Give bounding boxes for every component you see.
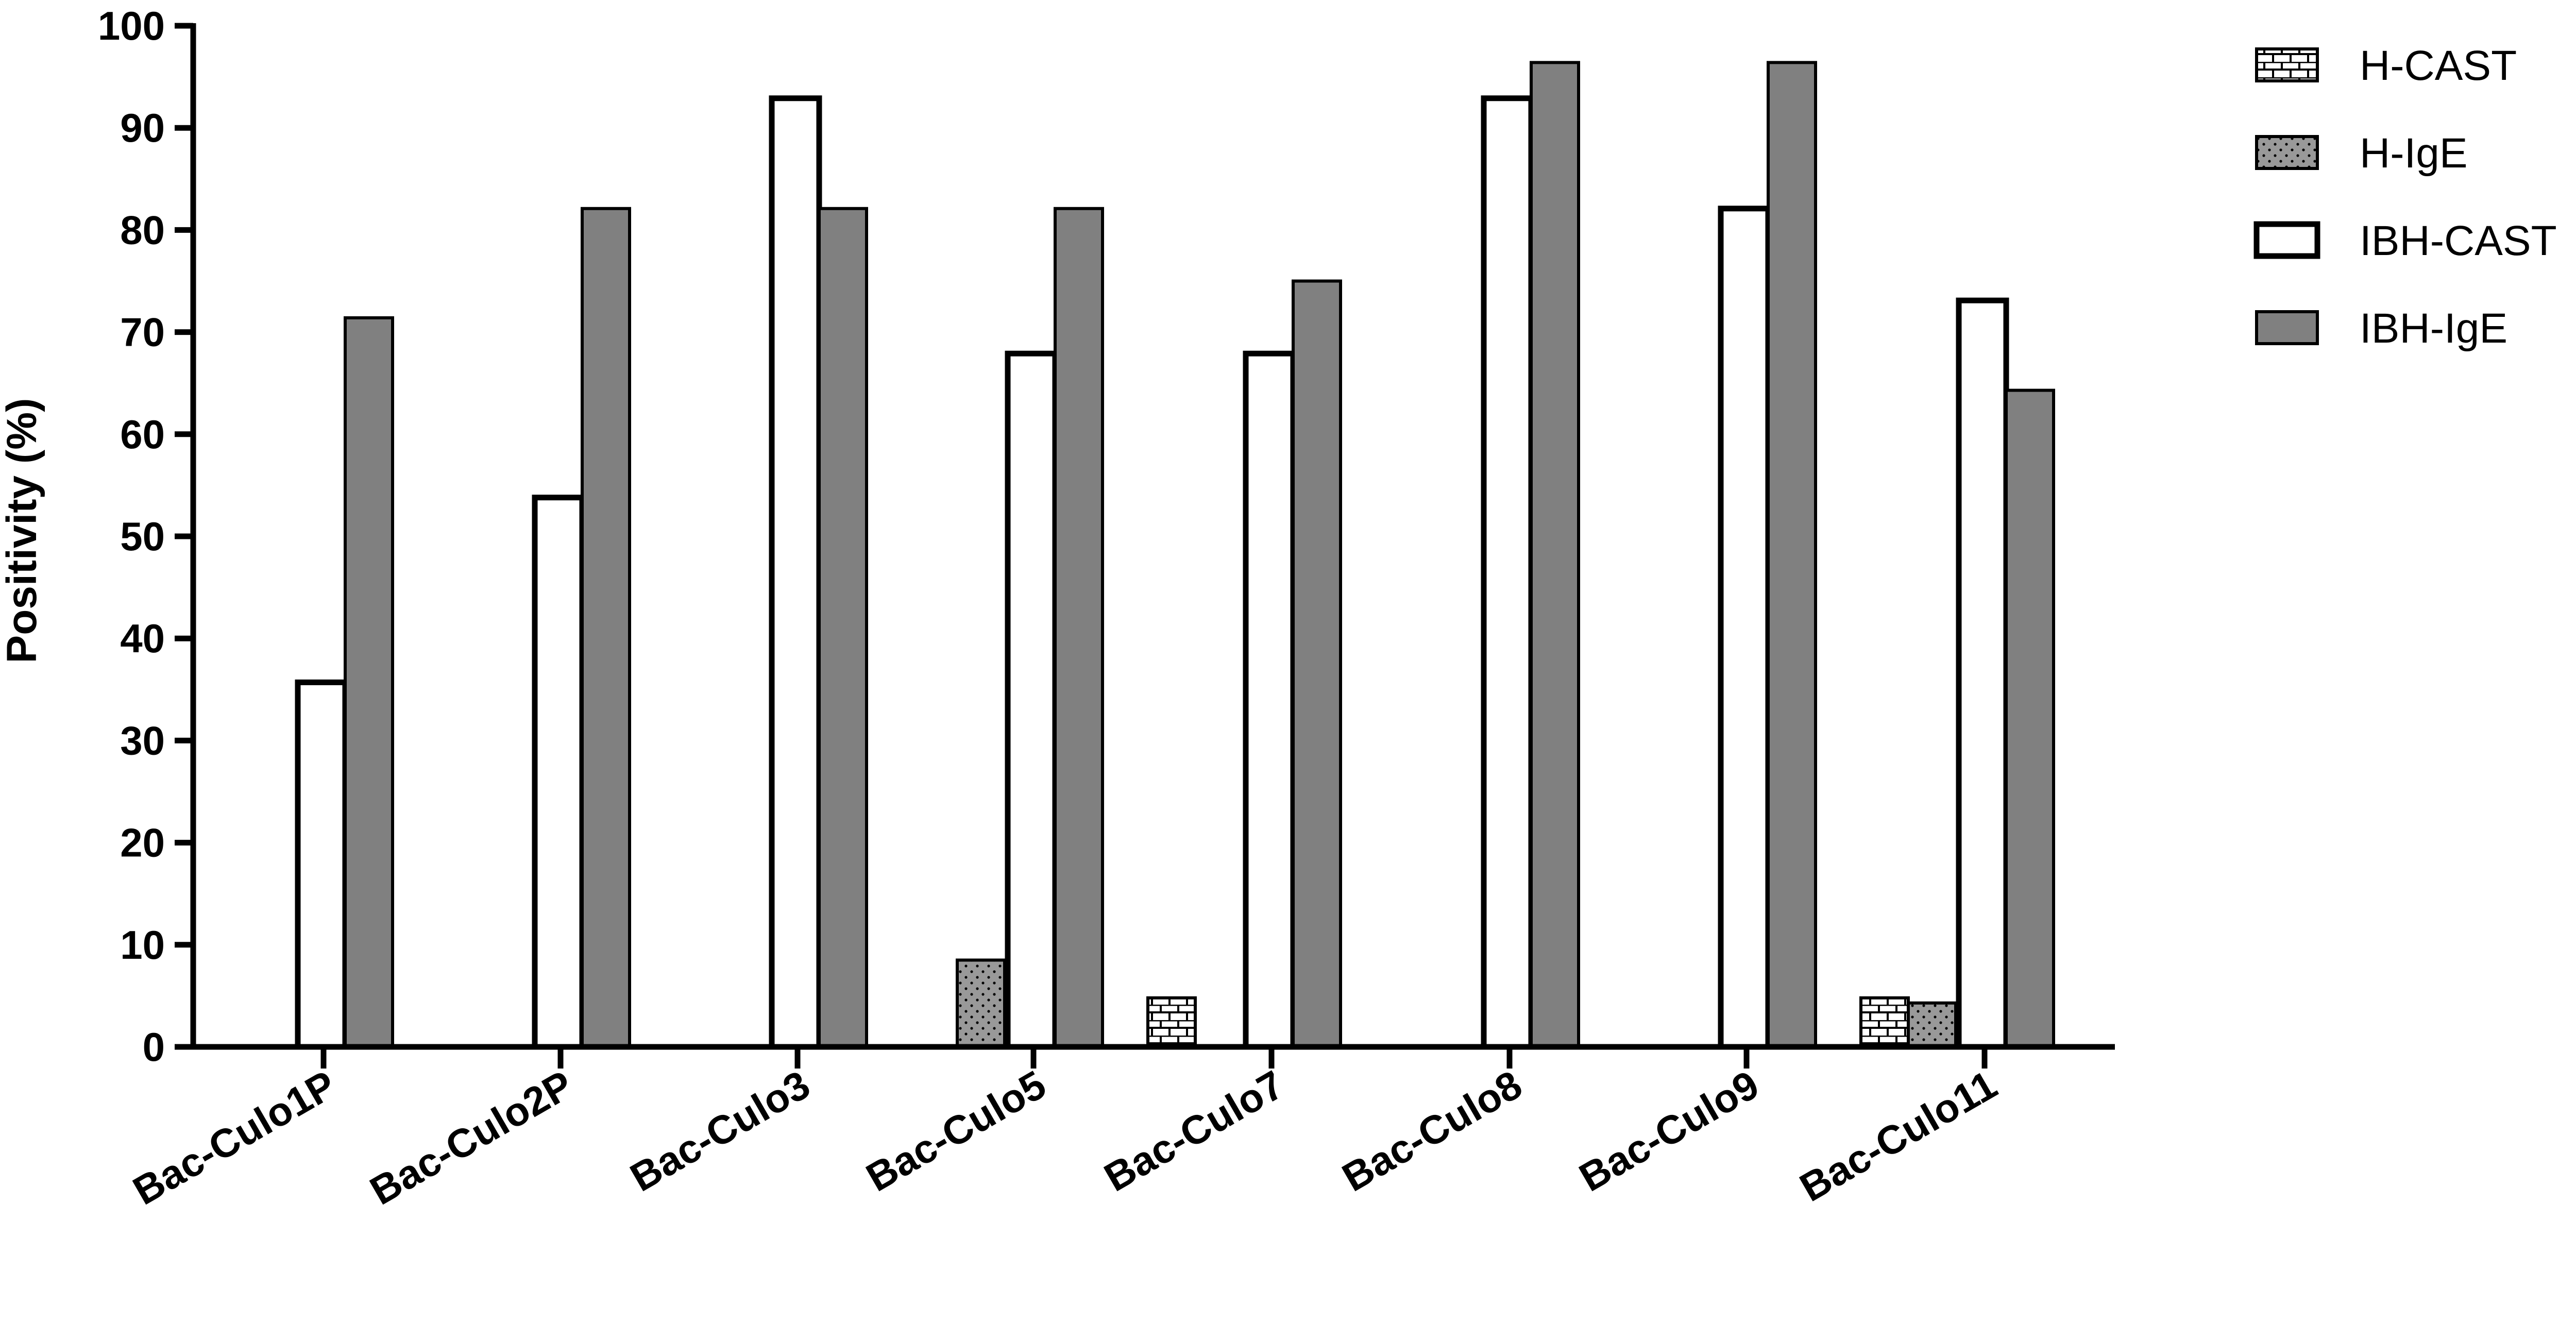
bars bbox=[295, 61, 2055, 1050]
y-tick-label: 90 bbox=[120, 105, 165, 150]
y-tick-label: 100 bbox=[98, 3, 165, 48]
legend-swatch-h-cast bbox=[2255, 47, 2319, 82]
bar-ibh-cast-bac-culo1p bbox=[295, 679, 348, 1050]
bar-ibh-ige-bac-culo2p bbox=[581, 207, 631, 1049]
legend: H-CAST H-IgE IBH-CAST IBH-IgE bbox=[2253, 42, 2557, 352]
x-tick-label: Bac-Culo7 bbox=[1096, 1062, 1291, 1200]
bar-ibh-ige-bac-culo1p bbox=[344, 316, 394, 1048]
y-axis-title: Positivity (%) bbox=[0, 398, 45, 664]
bar-ibh-ige-bac-culo7 bbox=[1292, 279, 1342, 1048]
bar-ibh-cast-bac-culo8 bbox=[1481, 95, 1534, 1050]
legend-swatch-ibh-ige bbox=[2255, 310, 2319, 345]
bar-ibh-ige-bac-culo5 bbox=[1054, 207, 1104, 1049]
y-tick-label: 20 bbox=[120, 820, 165, 866]
y-tick-label: 10 bbox=[120, 922, 165, 968]
y-tick-label: 30 bbox=[120, 718, 165, 763]
y-tick-label: 50 bbox=[120, 514, 165, 559]
legend-label-ibh-cast: IBH-CAST bbox=[2360, 217, 2557, 264]
bar-ibh-ige-bac-culo3 bbox=[818, 207, 868, 1049]
legend-label-h-ige: H-IgE bbox=[2360, 130, 2468, 177]
bar-ibh-ige-bac-culo8 bbox=[1530, 61, 1580, 1048]
y-tick-label: 70 bbox=[120, 310, 165, 355]
legend-swatch-h-ige bbox=[2255, 135, 2319, 170]
bar-h-cast-bac-culo7 bbox=[1146, 996, 1197, 1049]
bar-ibh-ige-bac-culo9 bbox=[1767, 61, 1817, 1048]
y-tick-label: 80 bbox=[120, 207, 165, 252]
bar-ibh-cast-bac-culo5 bbox=[1005, 350, 1058, 1050]
bar-h-cast-bac-culo11 bbox=[1859, 996, 1910, 1049]
x-tick-label: Bac-Culo3 bbox=[622, 1062, 817, 1200]
y-tick-label: 40 bbox=[120, 616, 165, 661]
legend-swatch-ibh-cast bbox=[2253, 221, 2320, 259]
y-tick-label: 0 bbox=[143, 1024, 165, 1070]
bar-ibh-cast-bac-culo3 bbox=[769, 95, 822, 1050]
bar-h-ige-bac-culo11 bbox=[1907, 1001, 1957, 1049]
x-tick-label: Bac-Culo5 bbox=[858, 1062, 1053, 1200]
bar-ibh-ige-bac-culo11 bbox=[2005, 388, 2055, 1048]
bar-ibh-cast-bac-culo11 bbox=[1956, 297, 2009, 1050]
y-tick-label: 60 bbox=[120, 412, 165, 457]
bar-h-ige-bac-culo5 bbox=[956, 958, 1006, 1049]
x-tick-label: Bac-Culo11 bbox=[1792, 1062, 2005, 1211]
legend-label-h-cast: H-CAST bbox=[2360, 42, 2517, 89]
x-tick-label: Bac-Culo8 bbox=[1334, 1062, 1529, 1200]
x-tick-label: Bac-Culo2P bbox=[362, 1062, 580, 1214]
bar-ibh-cast-bac-culo9 bbox=[1718, 206, 1771, 1050]
legend-label-ibh-ige: IBH-IgE bbox=[2360, 305, 2507, 352]
bar-ibh-cast-bac-culo2p bbox=[532, 495, 585, 1050]
x-tick-label: Bac-Culo9 bbox=[1571, 1062, 1766, 1200]
x-tick-label: Bac-Culo1P bbox=[125, 1062, 343, 1214]
bar-ibh-cast-bac-culo7 bbox=[1243, 350, 1296, 1050]
